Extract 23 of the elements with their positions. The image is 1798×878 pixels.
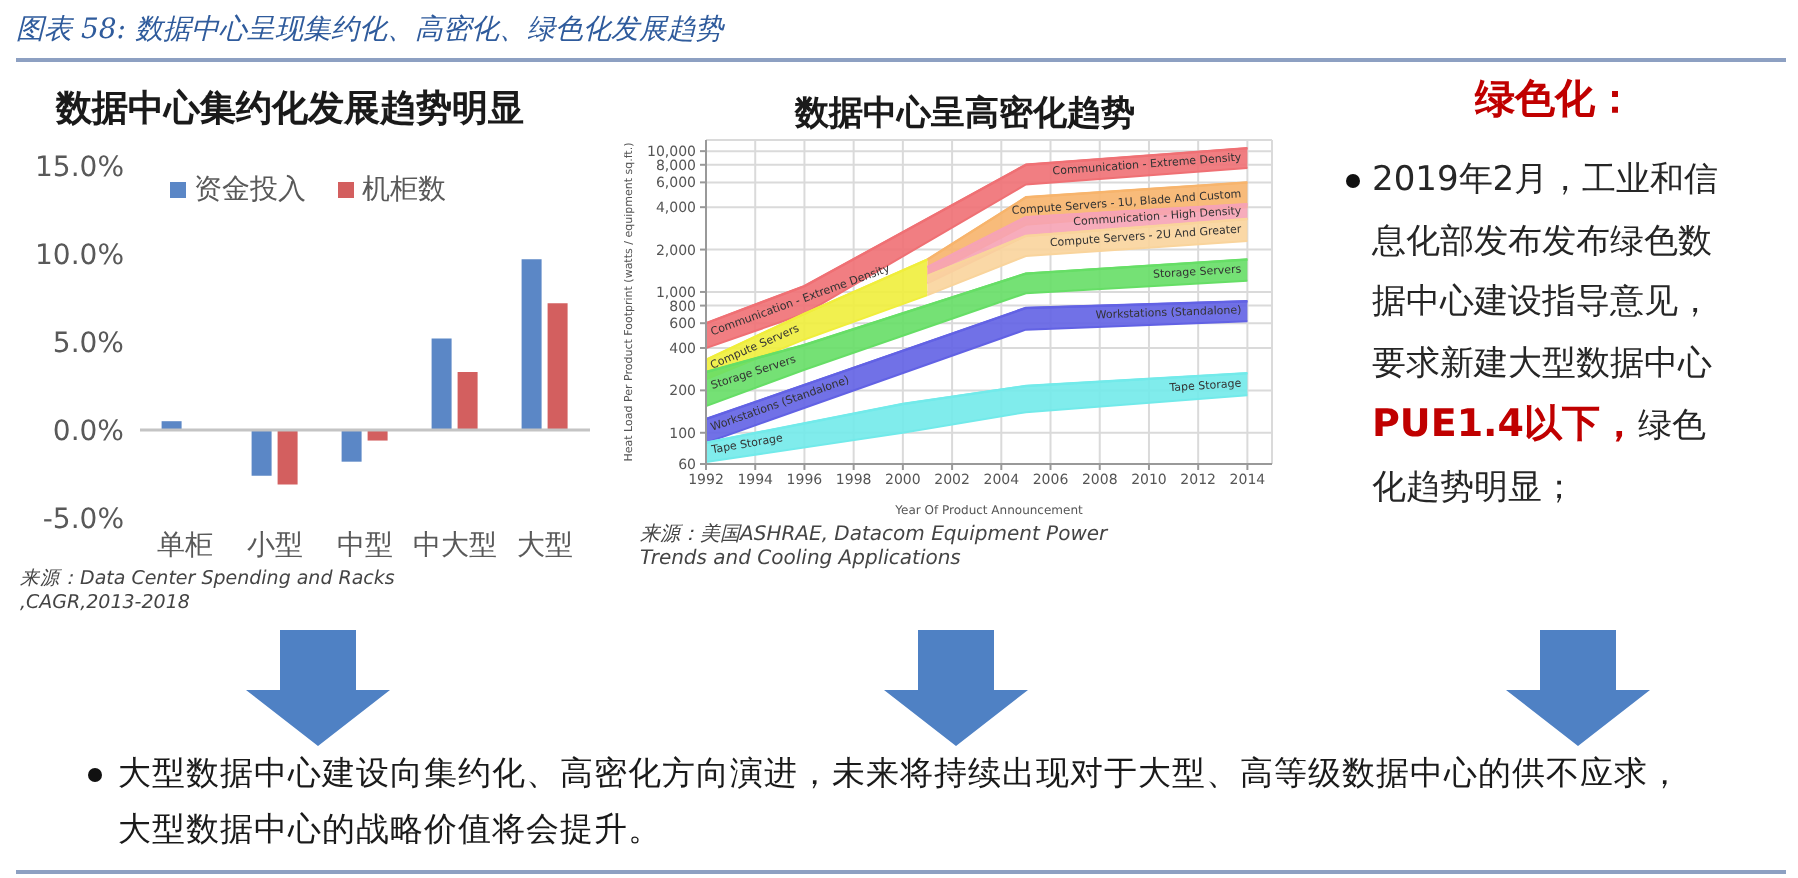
text: 图表 58: 数据中心呈现集约化、高密化、绿色化发展趋势 (16, 14, 723, 46)
legend-label: 资金投入 (194, 172, 306, 208)
chart-title: 数据中心集约化发展趋势明显 (56, 88, 524, 130)
text: 2019年2月，工业和信息化部发布发布绿色数据中心建设指导意见，要求新建大型数据中心 (1372, 160, 1719, 383)
x-tick-label: 单柜 (157, 529, 213, 562)
text: 大型数据中心建设向集约化、高密化方向演进，未来将持续出现对于大型、高等级数据中心的供不应求，大型数据中心的战略价值将会提升。 (118, 754, 1682, 848)
x-tick-label: 大型 (517, 529, 573, 562)
y-tick-label: 15.0% (35, 151, 124, 184)
y-tick-label: 10.0% (35, 239, 124, 272)
x-tick-label: 中大型 (413, 529, 497, 562)
text: 化趋势明显； (1372, 467, 1576, 507)
legend-label: 机柜数 (362, 172, 446, 208)
x-tick-label: 中型 (337, 529, 393, 562)
y-tick-label: 0.0% (52, 415, 124, 448)
text: 绿色 (1638, 406, 1706, 446)
chart-title: 数据中心呈高密化趋势 (795, 94, 1135, 134)
source-note: 来源：Data Center Spending and Racks ,CAGR,2013-2018 (20, 568, 395, 614)
x-tick-label: 小型 (247, 529, 303, 562)
text: 绿色化： (1475, 74, 1635, 122)
y-tick-label: -5.0% (42, 503, 124, 536)
y-tick-label: 5.0% (52, 327, 124, 360)
source-note: 来源：美国ASHRAE, Datacom Equipment Power Trends and Cooling Applications (640, 524, 1108, 570)
text: PUE1.4以下， (1372, 402, 1638, 446)
